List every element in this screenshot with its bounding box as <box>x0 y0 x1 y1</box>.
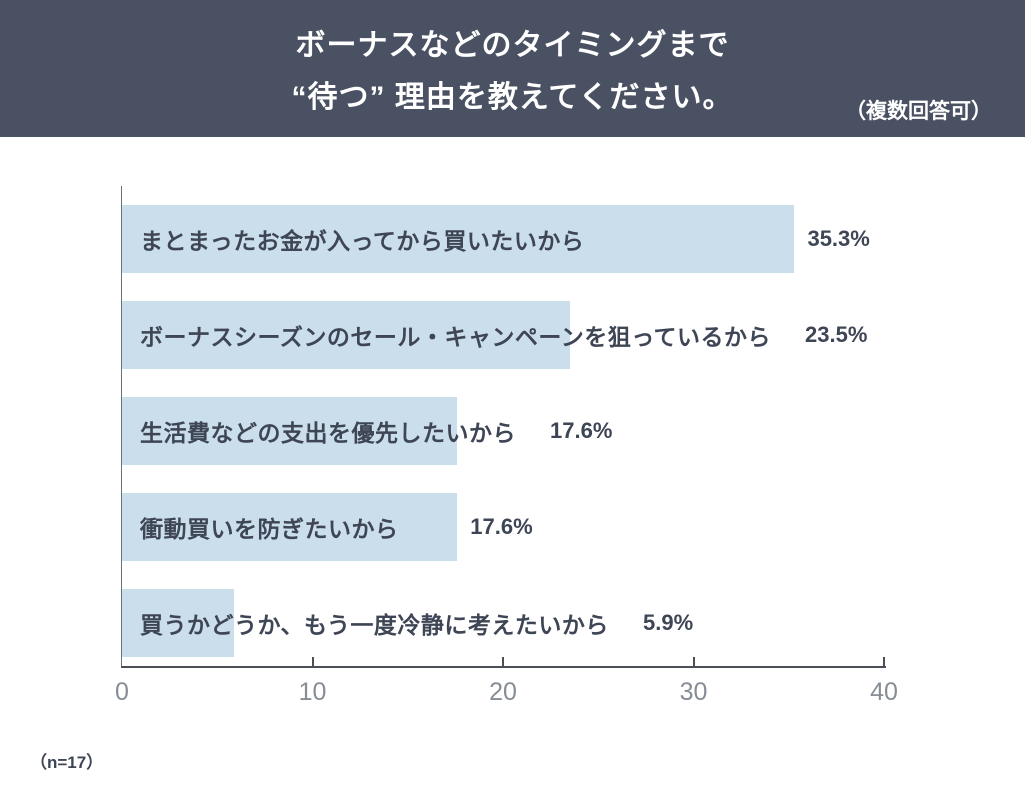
bar-value-label: 35.3% <box>807 226 870 251</box>
bar-value-label: 5.9% <box>643 610 694 635</box>
x-axis-tick-label: 0 <box>115 678 129 706</box>
bar-label: 生活費などの支出を優先したいから <box>140 420 516 446</box>
x-axis-tick-label: 30 <box>679 678 708 706</box>
bar-label: 買うかどうか、もう一度冷静に考えたいから <box>140 612 609 638</box>
bar-chart: 0 10 20 30 40 まとまったお金が入ってから買いたいから 35.3% ボーナスシーズ… <box>0 137 1025 757</box>
x-axis-tick-label: 20 <box>489 678 517 706</box>
chart-title-line2: “待つ” 理由を教えてください。 <box>291 81 734 114</box>
y-axis-line <box>121 186 122 668</box>
chart-title-line1: ボーナスなどのタイミングまで <box>295 29 730 62</box>
bar <box>122 301 570 369</box>
bar <box>122 493 458 561</box>
chart-row: 生活費などの支出を優先したいから 17.6% <box>122 397 1012 465</box>
bar-label: ボーナスシーズンのセール・キャンペーンを狙っているから <box>140 324 772 350</box>
header-banner: ボーナスなどのタイミングまで “待つ” 理由を教えてください。 （複数回答可） <box>0 0 1025 137</box>
bar-label: まとまったお金が入ってから買いたいから <box>140 228 585 254</box>
chart-title: ボーナスなどのタイミングまで “待つ” 理由を教えてください。 <box>0 20 1025 124</box>
multiple-answers-note: （複数回答可） <box>845 100 992 123</box>
chart-row: 衝動買いを防ぎたいから 17.6% <box>122 493 1012 561</box>
chart-row: まとまったお金が入ってから買いたいから 35.3% <box>122 205 1012 273</box>
chart-row: ボーナスシーズンのセール・キャンペーンを狙っているから 23.5% <box>122 301 1012 369</box>
x-axis-tick <box>692 657 695 666</box>
bar-value-label: 17.6% <box>470 514 533 539</box>
bar <box>122 205 795 273</box>
bar <box>122 397 458 465</box>
x-axis-tick <box>502 657 504 666</box>
x-axis-tick <box>311 657 314 666</box>
x-axis-line <box>121 666 886 668</box>
bar-value-label: 17.6% <box>550 418 613 443</box>
x-axis-tick-label: 40 <box>870 678 898 706</box>
sample-size-note: （n=17） <box>30 753 104 772</box>
chart-row: 買うかどうか、もう一度冷静に考えたいから 5.9% <box>122 589 1012 657</box>
bar-value-label: 23.5% <box>805 322 868 347</box>
bar-label: 衝動買いを防ぎたいから <box>140 516 399 542</box>
x-axis-tick <box>883 657 885 666</box>
bar <box>122 589 235 657</box>
x-axis-tick-label: 10 <box>298 678 327 706</box>
